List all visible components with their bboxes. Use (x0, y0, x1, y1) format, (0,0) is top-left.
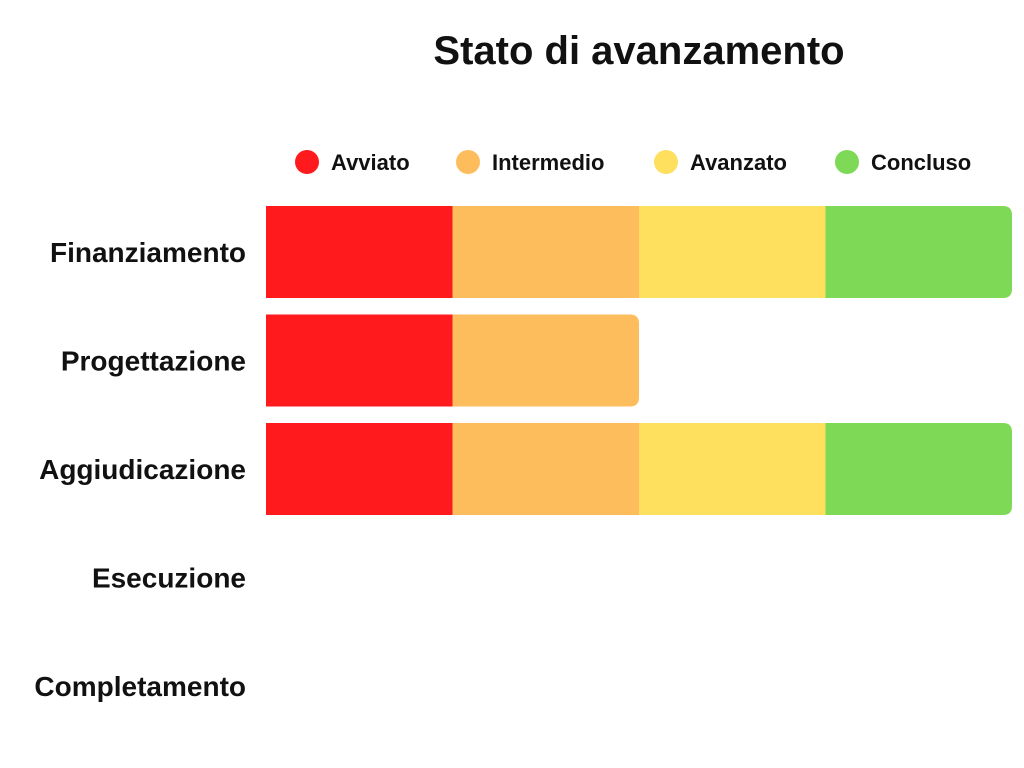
bar-finanziamento-intermedio (452, 206, 640, 298)
chart-title: Stato di avanzamento (433, 29, 844, 73)
bar-finanziamento-concluso (825, 206, 1012, 298)
category-label-progettazione: Progettazione (61, 346, 246, 377)
legend-label-concluso: Concluso (871, 150, 971, 175)
legend-swatch-intermedio (456, 150, 480, 174)
legend-label-intermedio: Intermedio (492, 150, 604, 175)
bar-aggiudicazione-avanzato (639, 423, 826, 515)
legend: Avviato Intermedio Avanzato Concluso (295, 150, 971, 175)
category-label-completamento: Completamento (34, 671, 246, 702)
category-label-aggiudicazione: Aggiudicazione (39, 454, 246, 485)
legend-swatch-avviato (295, 150, 319, 174)
bar-finanziamento-avviato (266, 206, 453, 298)
bar-aggiudicazione-intermedio (452, 423, 640, 515)
category-label-finanziamento: Finanziamento (50, 237, 246, 268)
legend-swatch-concluso (835, 150, 859, 174)
bar-group-finanziamento (266, 206, 1012, 298)
legend-swatch-avanzato (654, 150, 678, 174)
category-labels: Finanziamento Progettazione Aggiudicazione… (34, 237, 246, 702)
legend-label-avviato: Avviato (331, 150, 410, 175)
bar-progettazione-avviato (266, 314, 453, 407)
legend-label-avanzato: Avanzato (690, 150, 787, 175)
bar-group-progettazione (266, 314, 639, 407)
bar-aggiudicazione-avviato (266, 423, 453, 515)
category-label-esecuzione: Esecuzione (92, 563, 246, 594)
bars (266, 206, 1012, 515)
bar-group-aggiudicazione (266, 423, 1012, 515)
bar-aggiudicazione-concluso (825, 423, 1012, 515)
bar-finanziamento-avanzato (639, 206, 826, 298)
bar-progettazione-intermedio (452, 314, 639, 407)
